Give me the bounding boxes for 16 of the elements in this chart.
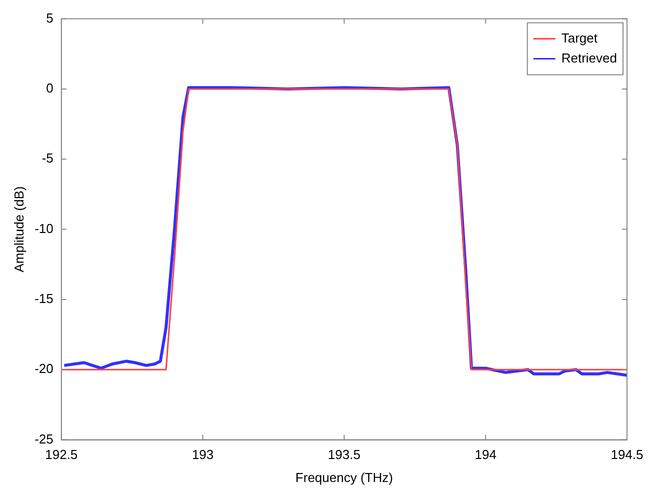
x-tick-label: 194.5 [610,447,644,462]
y-tick-label: -20 [34,361,54,376]
x-tick-label: 193.5 [328,447,360,462]
y-tick-label: 0 [46,80,54,96]
y-axis-title: Amplitude (dB) [11,186,26,272]
y-tick-label: -5 [42,150,54,166]
x-axis-title: Frequency (THz) [295,470,393,485]
x-tick-label: 193 [192,447,214,462]
legend-label: Retrieved [561,50,618,66]
y-tick-label: -25 [34,431,54,446]
y-tick-label: -10 [34,220,54,236]
y-tick-label: -15 [34,291,54,306]
x-tick-label: 194 [474,447,496,462]
x-tick-label: 192.5 [45,447,78,462]
legend-label: Target [561,30,598,46]
y-tick-label: 5 [46,10,54,26]
